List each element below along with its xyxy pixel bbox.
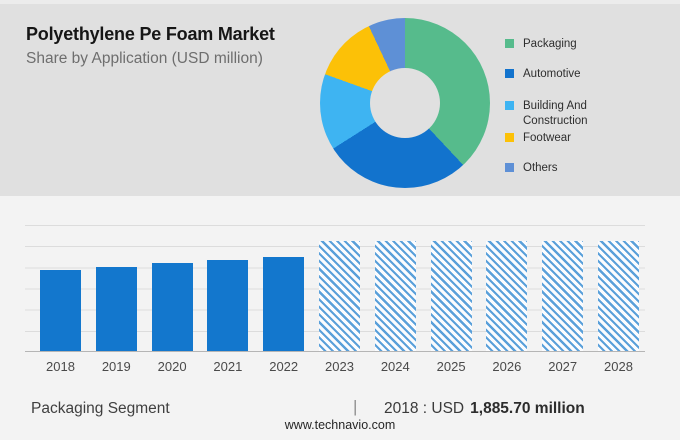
bar-2022 [263,257,305,351]
page-subtitle: Share by Application (USD million) [26,50,263,67]
legend-item-building-and-construction: Building And Construction [505,99,601,129]
bar-2026 [486,240,528,351]
legend-label: Building And Construction [523,100,588,127]
x-tick-2022: 2022 [269,359,299,374]
legend-label: Others [523,162,558,174]
bar-2023 [319,240,360,351]
bar-2024 [374,240,416,351]
legend-swatch [505,39,514,48]
x-tick-2028: 2028 [604,359,633,374]
x-tick-2018: 2018 [46,359,75,374]
website-url: www.technavio.com [284,418,396,432]
bar-2020 [151,263,193,351]
x-tick-2019: 2019 [101,359,131,374]
legend-label: Footwear [523,132,571,144]
footer-separator: | [353,397,358,416]
footer-value: 2018 : USD 1,885.70 million [384,400,585,418]
donut-hole [370,68,440,138]
bar-2021 [207,260,249,351]
legend-item-others: Others [505,161,601,176]
legend-item-packaging: Packaging [505,37,601,52]
value-prefix: 2018 : USD [384,400,465,417]
chart-legend: Packaging Automotive Building And Construc… [505,37,601,191]
bar-2028 [598,240,639,351]
bar-chart-plot [25,225,645,352]
x-tick-2027: 2027 [548,359,578,374]
bar-2027 [542,240,584,351]
x-axis-labels: 2018 2019 2020 2021 2022 2023 2024 2025 2026 2027… [25,359,645,375]
x-tick-2021: 2021 [213,359,243,374]
x-tick-2023: 2023 [325,359,354,374]
x-tick-2026: 2026 [492,359,522,374]
legend-label: Automotive [523,68,581,80]
bar-2019 [95,266,137,351]
value-amount: 1,885.70 million [470,400,585,417]
x-tick-2025: 2025 [436,359,466,374]
header-section: Polyethylene Pe Foam Market Share by App… [0,0,680,196]
legend-swatch [505,101,514,110]
x-tick-2024: 2024 [380,359,410,374]
legend-swatch [505,163,514,172]
donut-chart [320,18,490,188]
legend-item-footwear: Footwear [505,131,601,146]
bar-2025 [430,240,472,351]
legend-label: Packaging [523,38,577,50]
x-tick-2020: 2020 [157,359,187,374]
bar-2018 [40,269,81,351]
page-title: Polyethylene Pe Foam Market [26,24,275,44]
segment-label: Packaging Segment [31,400,170,417]
legend-swatch [505,133,514,142]
bar-chart-section: 2018 2019 2020 2021 2022 2023 2024 2025 2026 2027… [0,196,680,440]
legend-swatch [505,69,514,78]
legend-item-automotive: Automotive [505,67,601,82]
